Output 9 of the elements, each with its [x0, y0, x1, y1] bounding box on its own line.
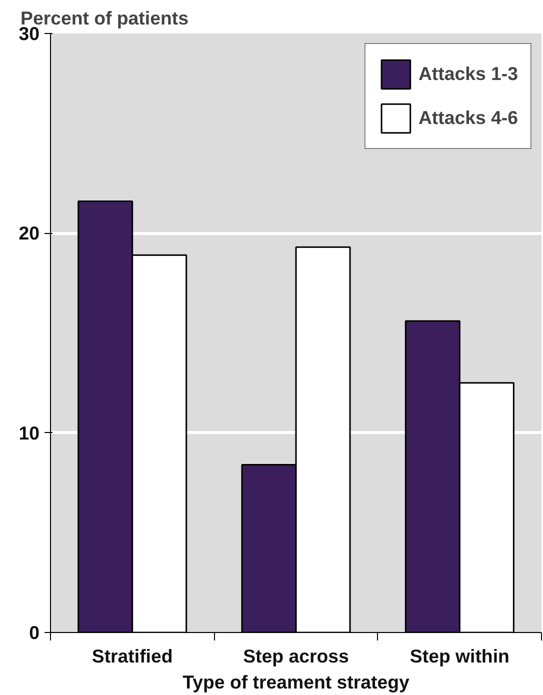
- x-tick-label: Step across: [243, 646, 349, 666]
- legend-label: Attacks 1-3: [418, 63, 518, 85]
- x-tick-label: Step within: [410, 646, 510, 666]
- x-axis-title: Type of treament strategy: [182, 672, 410, 692]
- y-tick-label: 20: [18, 222, 40, 244]
- legend-label: Attacks 4-6: [418, 107, 518, 129]
- y-tick-label: 0: [29, 622, 40, 643]
- x-tick-label: Stratified: [92, 646, 173, 666]
- y-tick-label: 10: [18, 422, 40, 444]
